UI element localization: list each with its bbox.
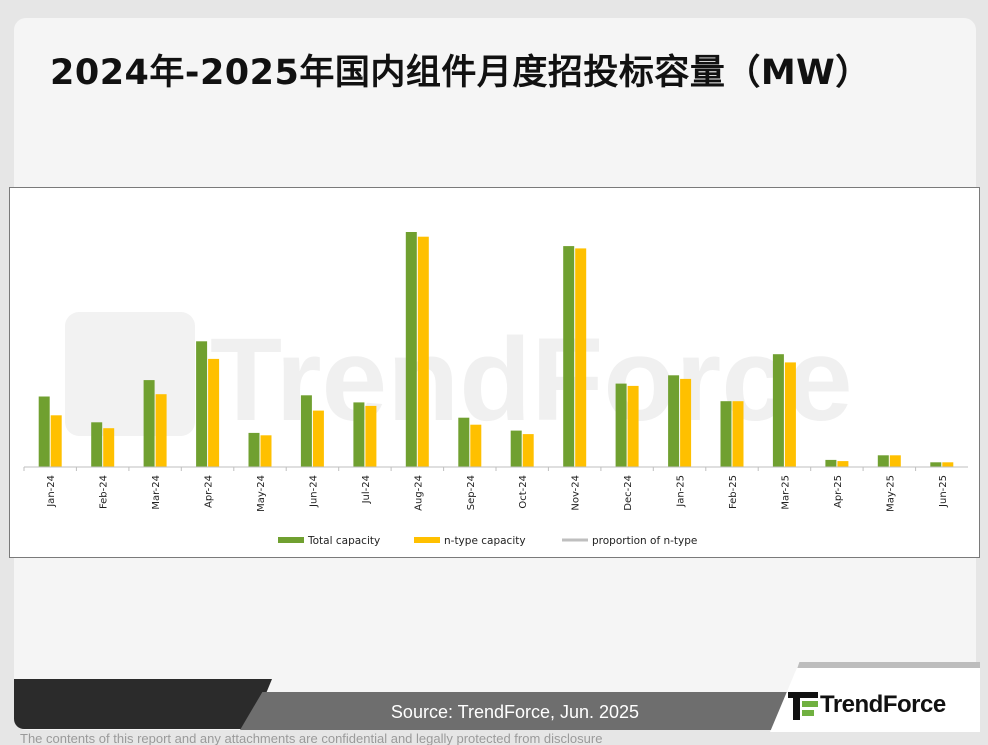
bar-total-May-25 xyxy=(877,455,889,468)
bar-total-Jul-24 xyxy=(353,402,365,467)
x-tick-label: Oct-24 xyxy=(518,475,529,509)
x-tick-label: Jan-24 xyxy=(46,475,57,508)
footer-dark-band xyxy=(14,679,272,729)
bar-ntype-Nov-24 xyxy=(575,248,587,467)
bar-total-Mar-25 xyxy=(772,354,784,467)
bar-ntype-May-24 xyxy=(260,435,272,467)
bar-total-Apr-25 xyxy=(825,459,837,467)
bar-total-Sep-24 xyxy=(458,417,470,468)
x-tick-label: Apr-24 xyxy=(204,475,215,508)
bar-total-Nov-24 xyxy=(563,246,575,467)
chart-title: 2024年-2025年国内组件月度招投标容量（MW） xyxy=(50,53,871,93)
bar-ntype-Jul-24 xyxy=(365,405,377,467)
bar-ntype-Jan-25 xyxy=(680,378,692,467)
x-tick-label: Mar-25 xyxy=(780,475,791,510)
logo-accent-stripe xyxy=(797,662,980,668)
x-tick-label: Jul-24 xyxy=(361,475,372,504)
bar-ntype-Apr-25 xyxy=(837,461,849,467)
x-tick-label: Apr-25 xyxy=(833,475,844,508)
x-tick-label: Jan-25 xyxy=(676,475,687,508)
bar-ntype-Jun-25 xyxy=(942,462,954,467)
bar-total-Jan-24 xyxy=(38,396,50,467)
bar-ntype-Apr-24 xyxy=(208,358,220,467)
legend: Total capacity n-type capacity proportion … xyxy=(278,535,697,547)
x-tick-label: Jun-24 xyxy=(308,475,319,508)
source-note: Source: TrendForce, Jun. 2025 xyxy=(390,702,640,722)
bar-ntype-Oct-24 xyxy=(522,434,534,467)
bar-ntype-Mar-25 xyxy=(784,362,796,467)
bar-ntype-Jun-24 xyxy=(312,410,324,467)
bar-total-Feb-25 xyxy=(720,401,732,467)
watermark-mark xyxy=(65,312,195,436)
bar-chart: TrendForce Jan-24 Feb-24 Mar-24 Apr-24 May-2… xyxy=(23,232,968,547)
x-tick-label: Mar-24 xyxy=(151,475,162,510)
x-tick-label: Aug-24 xyxy=(413,475,424,511)
bar-total-May-24 xyxy=(248,432,260,467)
x-tick-label: Feb-24 xyxy=(99,475,110,509)
bar-ntype-Feb-25 xyxy=(732,401,744,467)
bar-total-Aug-24 xyxy=(405,232,417,467)
bar-total-Feb-24 xyxy=(91,422,103,467)
chart-frame: TrendForce Jan-24 Feb-24 Mar-24 Apr-24 May-2… xyxy=(9,187,980,558)
x-tick-label: Nov-24 xyxy=(571,475,582,511)
x-tick-label: Feb-25 xyxy=(728,475,739,509)
bar-ntype-Jan-24 xyxy=(50,415,62,467)
bar-total-Jun-25 xyxy=(930,462,942,467)
bar-ntype-Feb-24 xyxy=(103,428,115,467)
bar-total-Jun-24 xyxy=(300,395,312,467)
x-tick-label: May-25 xyxy=(885,475,896,512)
bar-ntype-Aug-24 xyxy=(417,236,429,467)
bar-total-Jan-25 xyxy=(668,375,680,467)
x-tick-label: Dec-24 xyxy=(623,475,634,511)
x-tick-label: Jun-25 xyxy=(938,475,949,508)
x-tick-label: Sep-24 xyxy=(466,475,477,510)
bar-ntype-Mar-24 xyxy=(155,394,167,467)
brand-name: TrendForce xyxy=(820,691,946,718)
legend-label-2: proportion of n-type xyxy=(592,535,697,547)
legend-label-1: n-type capacity xyxy=(444,535,526,547)
bar-total-Mar-24 xyxy=(143,380,155,468)
bar-total-Dec-24 xyxy=(615,383,627,467)
bar-total-Apr-24 xyxy=(196,341,208,467)
disclaimer-text: The contents of this report and any atta… xyxy=(20,731,603,745)
x-tick-label: May-24 xyxy=(256,475,267,512)
bar-ntype-Dec-24 xyxy=(627,385,639,467)
legend-label-0: Total capacity xyxy=(307,535,380,547)
bar-ntype-May-25 xyxy=(889,455,901,468)
bar-ntype-Sep-24 xyxy=(470,424,482,467)
trendforce-logo-icon xyxy=(788,692,818,720)
bar-total-Oct-24 xyxy=(510,430,522,467)
footer-gray-band xyxy=(240,692,800,730)
